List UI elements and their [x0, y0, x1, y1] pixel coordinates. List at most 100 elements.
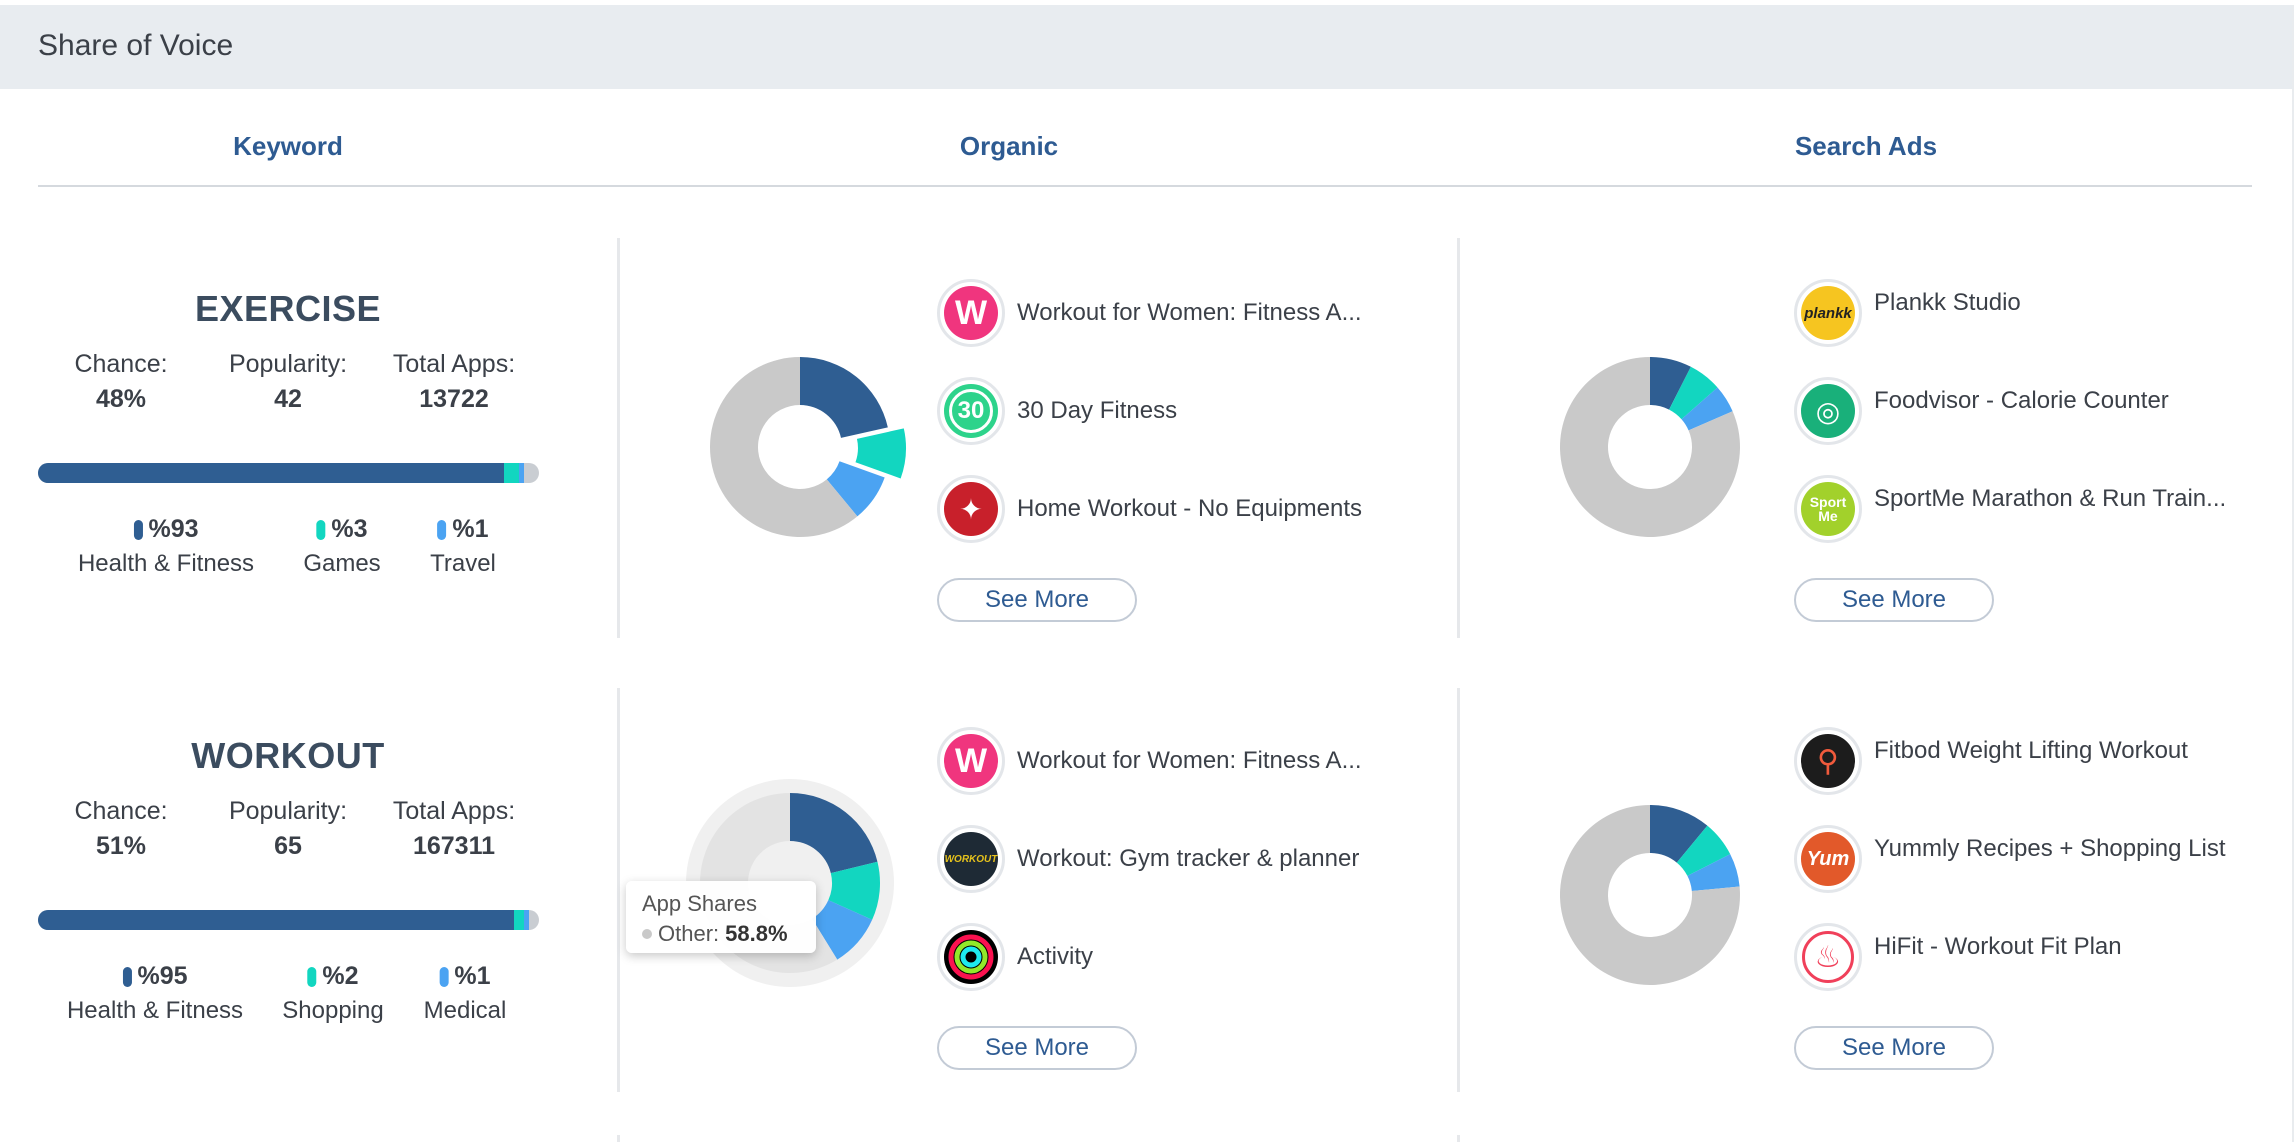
- foodvisor-icon: ◎: [1794, 377, 1862, 445]
- search-ads-share-donut[interactable]: [1530, 337, 1770, 557]
- column-header-organic: Organic: [959, 131, 1059, 161]
- app-name: Foodvisor - Calorie Counter: [1874, 387, 2169, 414]
- column-divider: [617, 688, 620, 1092]
- category-color-pill: [439, 966, 449, 987]
- search-ads-see-more-button[interactable]: See More: [1794, 1026, 1994, 1070]
- total-apps-value: 13722: [419, 385, 489, 413]
- search-ads-see-more-button[interactable]: See More: [1794, 578, 1994, 622]
- column-header-search-ads: Search Ads: [1794, 131, 1938, 161]
- category-share-bar: [38, 910, 539, 930]
- column-divider: [1457, 238, 1460, 638]
- organic-app-item[interactable]: W Workout for Women: Fitness A...: [937, 279, 1362, 347]
- donut-slice-app-3[interactable]: [1687, 854, 1740, 892]
- column-header-keyword: Keyword: [233, 131, 343, 161]
- app-name: Home Workout - No Equipments: [1017, 495, 1363, 522]
- category-color-pill: [122, 966, 132, 987]
- organic-app-item[interactable]: W Workout for Women: Fitness A...: [937, 727, 1362, 795]
- header-divider: [38, 185, 2252, 187]
- tooltip-color-dot: [642, 929, 652, 939]
- search-ads-app-item[interactable]: Sport Me SportMe Marathon & Run Train...: [1794, 475, 2226, 543]
- popularity-label: Popularity:: [228, 350, 348, 378]
- category-bar-segment: [523, 910, 529, 930]
- plankk-studio-icon: plankk: [1794, 279, 1862, 347]
- total-apps-stat: Total Apps: 13722: [393, 350, 515, 414]
- organic-app-item[interactable]: Activity: [937, 923, 1093, 991]
- category-color-pill: [307, 966, 317, 987]
- donut-slice-app-3[interactable]: [826, 461, 885, 517]
- app-name: Plankk Studio: [1874, 289, 2021, 316]
- donut-slice-app-1[interactable]: [1650, 805, 1708, 863]
- donut-slice-app-1[interactable]: [790, 793, 878, 874]
- category-percent: %93: [148, 515, 199, 543]
- home-workout-icon: ✦: [937, 475, 1005, 543]
- total-apps-stat: Total Apps: 167311: [393, 797, 515, 861]
- category-name: Health & Fitness: [77, 550, 255, 577]
- search-ads-app-item[interactable]: ♨ HiFit - Workout Fit Plan: [1794, 923, 2122, 991]
- app-shares-tooltip: App Shares Other: 58.8%: [626, 881, 816, 953]
- donut-slice-app-1[interactable]: [800, 357, 888, 438]
- search-ads-app-item[interactable]: ⚲ Fitbod Weight Lifting Workout: [1794, 727, 2188, 795]
- donut-slice-app-2[interactable]: [1676, 825, 1731, 876]
- app-name: HiFit - Workout Fit Plan: [1874, 933, 2122, 960]
- popularity-stat: Popularity: 65: [229, 797, 347, 861]
- tooltip-label: Other:: [658, 921, 720, 946]
- activity-rings-icon: [937, 923, 1005, 991]
- workout-gym-tracker-icon: WORKOUT: [937, 825, 1005, 893]
- search-ads-app-item[interactable]: ◎ Foodvisor - Calorie Counter: [1794, 377, 2169, 445]
- category-percent: %95: [137, 962, 188, 990]
- search-ads-share-donut[interactable]: [1530, 785, 1770, 1005]
- donut-slice-app-2[interactable]: [1669, 366, 1718, 420]
- fitbod-icon: ⚲: [1794, 727, 1862, 795]
- keyword-title: EXERCISE: [194, 288, 382, 329]
- donut-slice-app-1[interactable]: [1650, 357, 1691, 410]
- organic-share-donut[interactable]: [680, 337, 920, 557]
- organic-app-item[interactable]: WORKOUT Workout: Gym tracker & planner: [937, 825, 1359, 893]
- category-bar-segment: [513, 910, 524, 930]
- category-bar-segment: [38, 463, 504, 483]
- organic-app-item[interactable]: 30 30 Day Fitness: [937, 377, 1177, 445]
- donut-slice-app-3[interactable]: [1681, 387, 1733, 431]
- category-color-pill: [437, 519, 447, 540]
- category-legend-item: %95 Health & Fitness: [67, 962, 243, 1025]
- organic-app-item[interactable]: ✦ Home Workout - No Equipments: [937, 475, 1362, 543]
- organic-see-more-button[interactable]: See More: [937, 578, 1137, 622]
- category-name: Games: [303, 550, 381, 577]
- category-legend-item: %1 Medical: [424, 962, 507, 1025]
- app-name: Workout: Gym tracker & planner: [1017, 845, 1360, 872]
- search-ads-app-item[interactable]: plankk Plankk Studio: [1794, 279, 2021, 347]
- donut-slice-other[interactable]: [1560, 357, 1740, 537]
- category-percent: %3: [331, 515, 368, 543]
- donut-slice-app-2[interactable]: [855, 428, 906, 479]
- app-name: Fitbod Weight Lifting Workout: [1874, 737, 2188, 764]
- chance-value: 51%: [95, 832, 147, 860]
- chance-stat: Chance: 51%: [74, 797, 167, 861]
- workout-for-women-icon: W: [937, 279, 1005, 347]
- app-name: Activity: [1017, 943, 1094, 970]
- donut-slice-other[interactable]: [1560, 805, 1740, 985]
- category-bar-segment: [503, 463, 519, 483]
- column-divider: [617, 238, 620, 638]
- app-name: Workout for Women: Fitness A...: [1017, 747, 1362, 774]
- chance-label: Chance:: [74, 797, 168, 825]
- app-name: SportMe Marathon & Run Train...: [1874, 485, 2227, 512]
- category-name: Travel: [430, 550, 496, 577]
- search-ads-app-item[interactable]: Yum Yummly Recipes + Shopping List: [1794, 825, 2226, 893]
- popularity-stat: Popularity: 42: [229, 350, 347, 414]
- donut-slice-app-2[interactable]: [828, 861, 880, 920]
- share-of-voice-panel: Share of Voice Keyword Organic Search Ad…: [0, 5, 2294, 1142]
- organic-see-more-button[interactable]: See More: [937, 1026, 1137, 1070]
- category-bar-segment: [38, 910, 514, 930]
- workout-for-women-icon: W: [937, 727, 1005, 795]
- keyword-title: WORKOUT: [191, 735, 385, 776]
- tooltip-title: App Shares: [642, 891, 757, 916]
- tooltip-value: 58.8%: [725, 921, 788, 946]
- app-name: 30 Day Fitness: [1017, 397, 1178, 424]
- yummly-icon: Yum: [1794, 825, 1862, 893]
- category-percent: %1: [454, 962, 491, 990]
- donut-slice-app-3[interactable]: [812, 900, 873, 960]
- panel-header: Share of Voice: [0, 5, 2292, 89]
- hifit-icon: ♨: [1794, 923, 1862, 991]
- donut-slice-other[interactable]: [710, 357, 858, 537]
- category-bar-segment: [518, 463, 524, 483]
- popularity-value: 65: [274, 832, 302, 860]
